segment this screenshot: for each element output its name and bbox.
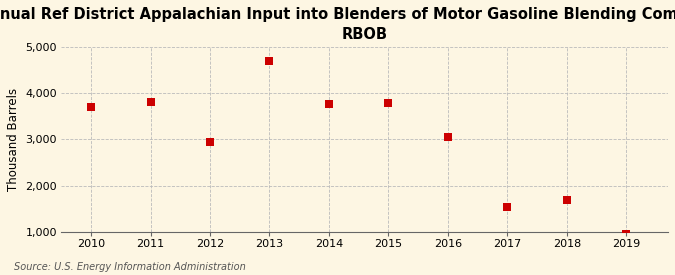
Point [86,105,97,109]
Point [443,135,454,139]
Text: Source: U.S. Energy Information Administration: Source: U.S. Energy Information Administ… [14,262,245,272]
Title: Annual Ref District Appalachian Input into Blenders of Motor Gasoline Blending C: Annual Ref District Appalachian Input in… [0,7,675,42]
Point [621,232,632,236]
Point [145,100,156,104]
Point [383,101,394,105]
Point [502,205,513,210]
Point [562,197,572,202]
Point [264,59,275,63]
Point [323,102,334,106]
Point [205,140,215,144]
Y-axis label: Thousand Barrels: Thousand Barrels [7,88,20,191]
